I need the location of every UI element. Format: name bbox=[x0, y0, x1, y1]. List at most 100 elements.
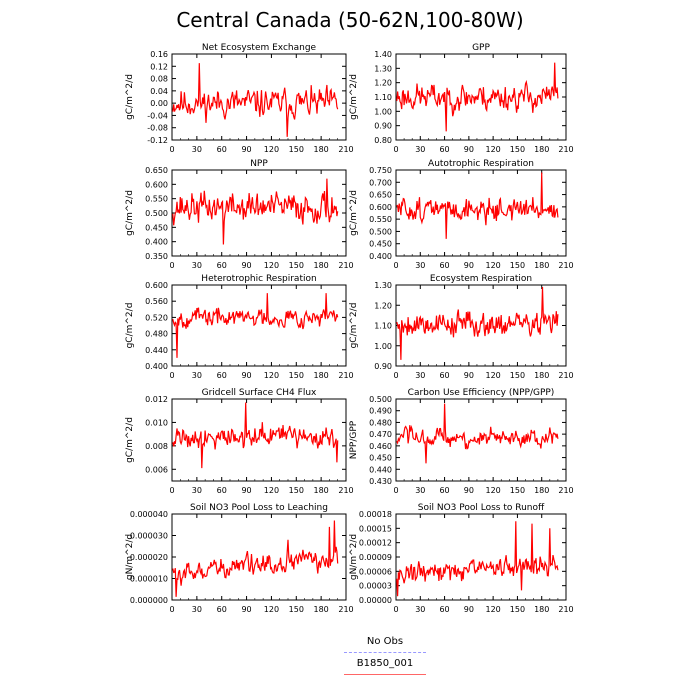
chart-title: NPP bbox=[250, 159, 268, 169]
page-title: Central Canada (50-62N,100-80W) bbox=[176, 8, 524, 32]
y-tick-label: 0.650 bbox=[145, 166, 168, 175]
chart-panel: Soil NO3 Pool Loss to Leaching gN/m^2/d 0 3… bbox=[125, 503, 354, 614]
y-tick-label: 0.000020 bbox=[130, 553, 168, 562]
chart-panel: Ecosystem Respiration gC/m^2/d 0 30 60 90 120 1… bbox=[349, 274, 574, 380]
y-tick-label: 0.00015 bbox=[359, 524, 392, 533]
x-tick-label: 180 bbox=[314, 261, 329, 270]
x-tick-label: 30 bbox=[415, 261, 425, 270]
y-tick-label: 0.400 bbox=[145, 238, 168, 247]
x-tick-label: 60 bbox=[217, 145, 227, 154]
y-tick-label: 0.000030 bbox=[130, 532, 168, 541]
series-line bbox=[396, 521, 559, 597]
chart-title: Soil NO3 Pool Loss to Runoff bbox=[418, 503, 545, 513]
x-tick-label: 210 bbox=[558, 486, 573, 495]
y-axis-label: gC/m^2/d bbox=[125, 190, 135, 236]
y-tick-label: 0.500 bbox=[145, 209, 168, 218]
y-tick-label: 0.470 bbox=[369, 430, 392, 439]
chart-title: Carbon Use Efficiency (NPP/GPP) bbox=[408, 388, 555, 398]
x-tick-label: 150 bbox=[289, 605, 304, 614]
y-tick-label: 0.006 bbox=[145, 465, 168, 474]
x-tick-label: 60 bbox=[439, 486, 449, 495]
x-tick-label: 150 bbox=[289, 486, 304, 495]
legend-line-no-obs bbox=[344, 652, 426, 653]
x-tick-label: 210 bbox=[338, 145, 353, 154]
x-tick-label: 60 bbox=[217, 486, 227, 495]
x-tick-label: 0 bbox=[169, 371, 174, 380]
x-tick-label: 210 bbox=[338, 486, 353, 495]
chart-panel: Gridcell Surface CH4 Flux gC/m^2/d 0 30 60 90… bbox=[125, 388, 354, 495]
series-line bbox=[396, 62, 559, 132]
y-tick-label: 0.008 bbox=[145, 442, 168, 451]
x-tick-label: 210 bbox=[338, 371, 353, 380]
chart-panel: Soil NO3 Pool Loss to Runoff gN/m^2/d 0 30 6… bbox=[349, 503, 574, 614]
y-tick-label: 0.400 bbox=[369, 252, 392, 261]
y-tick-label: 0.12 bbox=[150, 62, 168, 71]
x-tick-label: 30 bbox=[192, 145, 202, 154]
chart-title: Heterotrophic Respiration bbox=[201, 274, 316, 284]
y-tick-label: 1.20 bbox=[374, 301, 392, 310]
series-line bbox=[172, 402, 339, 469]
plot-frame bbox=[171, 398, 347, 482]
y-tick-label: 0.400 bbox=[145, 362, 168, 371]
x-tick-label: 30 bbox=[192, 605, 202, 614]
y-tick-label: 0.00012 bbox=[359, 539, 392, 548]
x-tick-label: 150 bbox=[289, 371, 304, 380]
x-tick-label: 180 bbox=[314, 371, 329, 380]
y-tick-label: -0.04 bbox=[147, 111, 168, 120]
chart-panel: NPP gC/m^2/d 0 30 60 90 120 150 180 210 0.350 0.400… bbox=[125, 159, 354, 270]
y-tick-label: 0.480 bbox=[145, 330, 168, 339]
chart-panel: Carbon Use Efficiency (NPP/GPP) NPP/GPP 0 3… bbox=[349, 388, 574, 495]
x-tick-label: 180 bbox=[534, 605, 549, 614]
y-tick-label: 0.00003 bbox=[359, 582, 392, 591]
x-tick-label: 180 bbox=[314, 486, 329, 495]
plot-frame bbox=[395, 169, 567, 257]
x-tick-label: 90 bbox=[464, 486, 474, 495]
x-tick-label: 180 bbox=[534, 145, 549, 154]
x-tick-label: 210 bbox=[558, 145, 573, 154]
chart-title: Net Ecosystem Exchange bbox=[202, 43, 317, 53]
y-tick-label: 0.00000 bbox=[359, 596, 392, 605]
y-tick-label: 0.750 bbox=[369, 166, 392, 175]
y-tick-label: 0.90 bbox=[374, 122, 392, 131]
y-tick-label: 1.30 bbox=[374, 281, 392, 290]
x-tick-label: 60 bbox=[217, 605, 227, 614]
x-tick-label: 90 bbox=[241, 486, 251, 495]
x-tick-label: 30 bbox=[415, 145, 425, 154]
x-tick-label: 0 bbox=[393, 486, 398, 495]
x-tick-label: 60 bbox=[439, 145, 449, 154]
y-tick-label: 0.000010 bbox=[130, 575, 168, 584]
y-axis-label: gN/m^2/d bbox=[125, 534, 135, 580]
x-tick-label: 210 bbox=[338, 261, 353, 270]
x-tick-label: 90 bbox=[464, 371, 474, 380]
x-tick-label: 120 bbox=[264, 261, 279, 270]
plot-frame bbox=[171, 284, 347, 367]
x-tick-label: 0 bbox=[393, 371, 398, 380]
legend-line-b1850 bbox=[344, 674, 426, 675]
x-tick-label: 120 bbox=[264, 145, 279, 154]
y-tick-label: 0.010 bbox=[145, 418, 168, 427]
x-tick-label: 0 bbox=[393, 261, 398, 270]
x-tick-label: 60 bbox=[217, 371, 227, 380]
y-tick-label: 0.600 bbox=[145, 180, 168, 189]
x-tick-label: 0 bbox=[393, 605, 398, 614]
chart-title: Soil NO3 Pool Loss to Leaching bbox=[190, 503, 328, 513]
chart-title: Ecosystem Respiration bbox=[430, 274, 532, 284]
y-tick-label: 1.30 bbox=[374, 64, 392, 73]
y-axis-label: gC/m^2/d bbox=[349, 74, 359, 120]
y-tick-label: 1.10 bbox=[374, 322, 392, 331]
y-tick-label: 0.560 bbox=[145, 297, 168, 306]
x-tick-label: 90 bbox=[241, 605, 251, 614]
x-tick-label: 210 bbox=[558, 371, 573, 380]
y-axis-label: gC/m^2/d bbox=[125, 303, 135, 349]
x-tick-label: 60 bbox=[217, 261, 227, 270]
x-tick-label: 0 bbox=[393, 145, 398, 154]
y-tick-label: 1.10 bbox=[374, 93, 392, 102]
x-tick-label: 180 bbox=[534, 261, 549, 270]
y-tick-label: 0.550 bbox=[145, 195, 168, 204]
series-line bbox=[396, 172, 559, 239]
y-tick-label: 0.00006 bbox=[359, 567, 392, 576]
y-axis-label: NPP/GPP bbox=[349, 420, 359, 459]
x-tick-label: 0 bbox=[169, 261, 174, 270]
x-tick-label: 180 bbox=[314, 605, 329, 614]
